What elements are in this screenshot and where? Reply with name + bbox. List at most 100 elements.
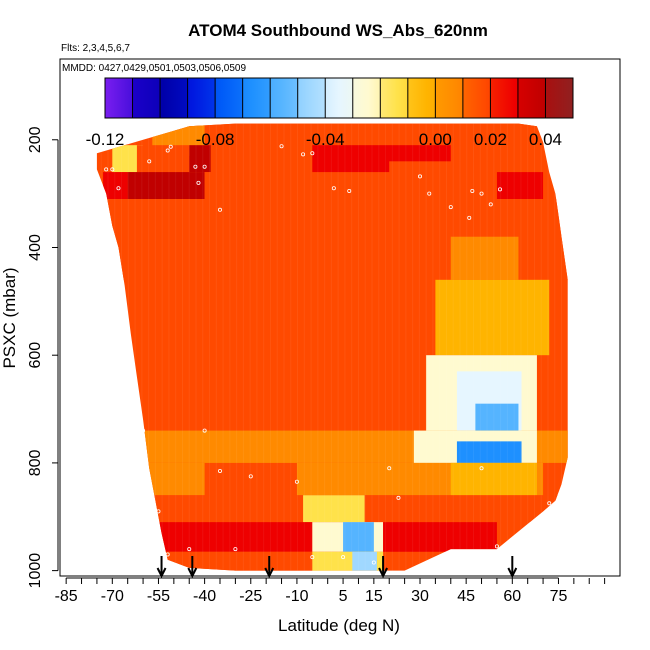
flight-track-point (165, 148, 170, 153)
heatmap-cell (127, 522, 313, 552)
heatmap-cell (96, 199, 568, 280)
y-tick-label: 400 (27, 234, 44, 261)
plot-area (96, 123, 568, 571)
flight-track-point (294, 479, 299, 484)
flight-track-point (116, 186, 121, 191)
flight-track-point (347, 188, 352, 193)
flight-track-point (310, 555, 315, 560)
flight-track-point (479, 466, 484, 471)
x-tick-label: 75 (550, 588, 568, 605)
colorbar-tick-label: -0.04 (306, 130, 345, 149)
flight-track-point (371, 560, 376, 565)
heatmap-cell (456, 441, 522, 463)
heatmap-cell (383, 522, 497, 552)
flight-track-point (497, 187, 502, 192)
flight-track-point (396, 495, 401, 500)
flight-track-point (488, 202, 493, 207)
y-tick-label: 200 (27, 126, 44, 153)
flight-track-point (427, 191, 432, 196)
heatmap-cell (127, 462, 205, 496)
latitude-arrow (264, 556, 275, 579)
heatmap-cell (127, 172, 205, 200)
flight-track-point (494, 544, 499, 549)
flight-track-point (110, 167, 115, 172)
heatmap-cell (343, 522, 374, 552)
colorbar-tick-label: -0.12 (86, 130, 125, 149)
flight-track-point (470, 188, 475, 193)
heatmap-cell (204, 172, 236, 200)
flight-track-point (156, 509, 161, 514)
flight-track-point (341, 555, 346, 560)
heatmap-cell (173, 123, 568, 146)
flight-track-point (165, 552, 170, 557)
y-tick-label: 800 (27, 449, 44, 476)
latitude-arrow (507, 556, 518, 579)
flight-track-point (479, 191, 484, 196)
flights-subtitle: Flts: 2,3,4,5,6,7 (61, 43, 130, 54)
flight-track-point (387, 466, 392, 471)
heatmap-cell (435, 172, 497, 200)
x-tick-label: 45 (457, 588, 475, 605)
heatmap-cell (450, 236, 519, 280)
flight-track-point (147, 495, 152, 500)
flight-track-point (467, 215, 472, 220)
flight-track-point (301, 152, 306, 157)
flight-track-point (448, 205, 453, 210)
heatmap-cell (303, 495, 365, 523)
heatmap-cell (352, 551, 377, 571)
latitude-arrow (378, 556, 388, 579)
colorbar-tick-label: 0.00 (419, 130, 452, 149)
x-tick-label: -55 (147, 588, 170, 605)
flight-track-point (147, 159, 152, 164)
x-tick-label: 5 (339, 588, 348, 605)
heatmap-cell (496, 172, 544, 200)
x-tick-label: 60 (503, 588, 521, 605)
dates-subtitle: MMDD: 0427,0429,0501,0503,0506,0509 (62, 63, 246, 74)
heatmap-cell (210, 145, 251, 173)
flight-track-point (168, 144, 173, 149)
heatmap-cell (136, 145, 190, 173)
x-tick-label: 15 (365, 588, 383, 605)
colorbar-gradient (105, 78, 573, 118)
y-tick-label: 1000 (27, 553, 44, 589)
latitude-arrow (187, 556, 198, 579)
heatmap-cell (189, 145, 211, 173)
flight-track-point (141, 428, 146, 433)
flight-track-point (104, 167, 109, 172)
x-tick-label: 30 (411, 588, 429, 605)
flight-track-point (331, 186, 336, 191)
flight-track-point (202, 428, 207, 433)
flight-track-points (104, 144, 552, 565)
flight-track-point (196, 180, 201, 185)
y-axis: 200 400 600 800 1000 (27, 126, 59, 589)
flight-track-point (417, 174, 422, 179)
x-tick-label: -40 (193, 588, 216, 605)
flight-track-point (217, 468, 222, 473)
x-axis: -85 -70 -55 -40 -25 -10 5 15 30 45 60 75 (55, 577, 606, 605)
flight-track-point (547, 501, 552, 506)
flight-track-point (233, 547, 238, 552)
heatmap-cell (103, 172, 128, 200)
y-axis-label: PSXC (mbar) (0, 267, 19, 368)
plot-frame (59, 58, 621, 577)
colorbar-tick-label: 0.04 (529, 130, 562, 149)
flight-track-point (279, 144, 284, 149)
flight-track-point (217, 207, 222, 212)
y-tick-label: 600 (27, 342, 44, 369)
flight-track-point (202, 164, 207, 169)
colorbar-tick-labels: -0.12 -0.08 -0.04 0.00 0.02 0.04 (86, 130, 562, 149)
colorbar-tick-label: -0.08 (196, 130, 235, 149)
x-tick-label: -85 (55, 588, 78, 605)
colorbar-frame (104, 77, 574, 119)
flight-track-point (187, 547, 192, 552)
heatmap-cell (435, 279, 550, 356)
latitude-arrow (156, 556, 167, 579)
heatmap-cell (450, 462, 537, 496)
flight-track-point (310, 151, 315, 156)
latitude-arrow-markers (156, 556, 518, 579)
x-axis-label: Latitude (deg N) (278, 616, 400, 635)
flight-track-point (193, 164, 198, 169)
colorbar-tick-label: 0.02 (474, 130, 507, 149)
x-tick-label: -70 (101, 588, 124, 605)
